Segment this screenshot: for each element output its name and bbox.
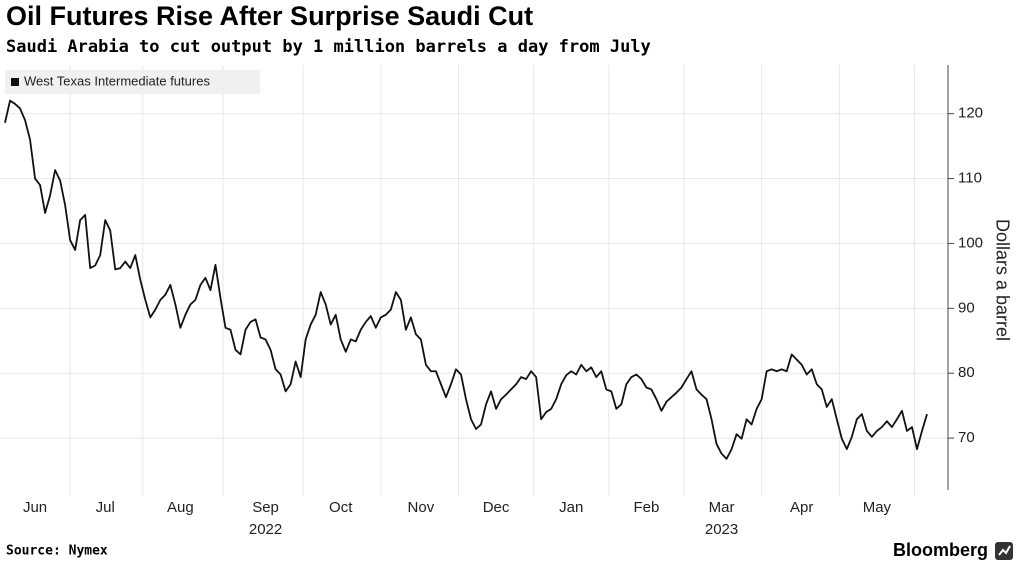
x-tick-label: Mar bbox=[709, 499, 735, 516]
chart-subtitle: Saudi Arabia to cut output by 1 million … bbox=[6, 37, 651, 57]
x-tick-label: Jul bbox=[96, 499, 115, 516]
x-tick-label: Oct bbox=[329, 499, 353, 516]
y-axis-label: Dollars a barrel bbox=[992, 219, 1012, 341]
x-tick-label: Dec bbox=[483, 499, 510, 516]
x-tick-label: Sep bbox=[252, 499, 279, 516]
legend: West Texas Intermediate futures bbox=[5, 70, 260, 94]
brand: Bloomberg bbox=[893, 540, 988, 560]
x-tick-label: Jun bbox=[23, 499, 47, 516]
legend-label: West Texas Intermediate futures bbox=[24, 73, 210, 88]
y-tick-label: 70 bbox=[958, 429, 975, 446]
y-tick-label: 120 bbox=[958, 105, 983, 122]
source: Source: Nymex bbox=[6, 544, 108, 559]
legend-swatch bbox=[11, 78, 19, 86]
x-tick-label: Apr bbox=[790, 499, 813, 516]
x-tick-label: Aug bbox=[167, 499, 194, 516]
y-tick-label: 80 bbox=[958, 364, 975, 381]
chart-title: Oil Futures Rise After Surprise Saudi Cu… bbox=[6, 1, 533, 31]
x-tick-label: Jan bbox=[559, 499, 583, 516]
y-tick-label: 90 bbox=[958, 299, 975, 316]
x-year-label: 2022 bbox=[249, 521, 282, 538]
x-tick-label: Feb bbox=[633, 499, 659, 516]
legend-background bbox=[5, 70, 260, 94]
y-tick-label: 100 bbox=[958, 234, 983, 251]
y-tick-label: 110 bbox=[958, 170, 982, 187]
series-line bbox=[4, 99, 928, 460]
brand-icon bbox=[995, 542, 1013, 560]
x-tick-label: May bbox=[863, 499, 892, 516]
x-tick-label: Nov bbox=[408, 499, 435, 516]
x-year-label: 2023 bbox=[705, 521, 738, 538]
